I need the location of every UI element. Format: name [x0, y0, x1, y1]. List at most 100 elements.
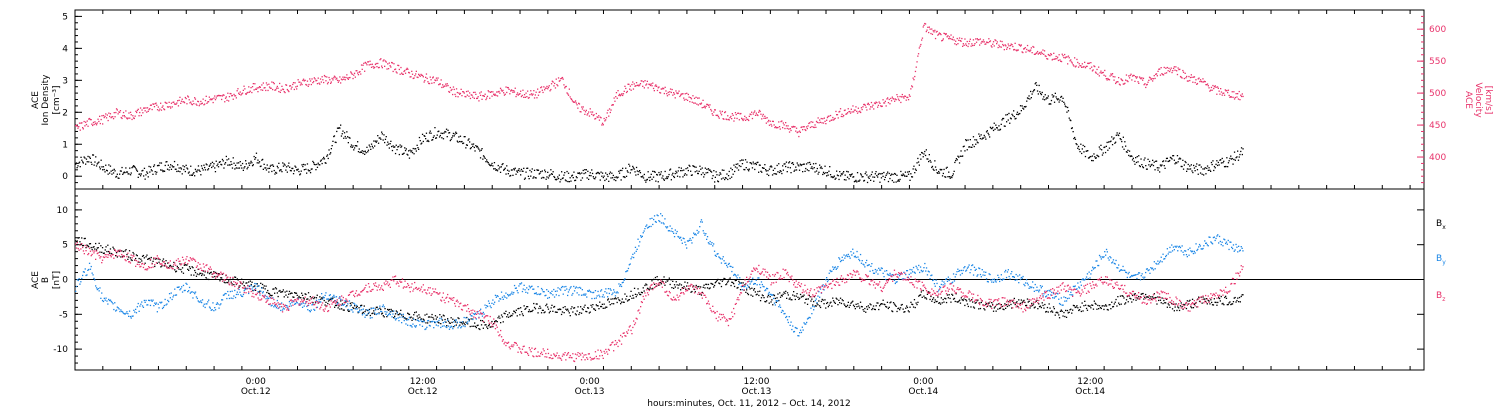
- data-point: [1240, 147, 1243, 149]
- data-point: [920, 43, 922, 46]
- data-point: [1087, 62, 1089, 64]
- data-point: [1031, 302, 1033, 305]
- data-point: [734, 117, 736, 119]
- data-point: [205, 277, 207, 279]
- data-point: [180, 268, 182, 271]
- data-point: [1146, 83, 1148, 86]
- data-point: [418, 74, 421, 76]
- data-point: [1223, 160, 1225, 162]
- data-point: [264, 167, 266, 169]
- data-point: [841, 299, 843, 301]
- data-point: [91, 248, 93, 251]
- data-point: [1064, 57, 1066, 59]
- data-point: [1132, 157, 1134, 159]
- data-point: [231, 283, 233, 285]
- data-point: [503, 312, 505, 314]
- data-point: [343, 137, 345, 139]
- data-point: [423, 135, 425, 137]
- data-point: [783, 163, 785, 165]
- data-point: [715, 281, 717, 283]
- data-point: [510, 90, 512, 92]
- data-point: [262, 89, 264, 91]
- data-point: [936, 300, 938, 303]
- data-point: [226, 99, 228, 101]
- data-point: [195, 103, 197, 105]
- data-point: [881, 303, 883, 305]
- data-point: [718, 174, 720, 176]
- data-point: [673, 176, 676, 179]
- data-point: [523, 167, 525, 169]
- data-point: [452, 328, 454, 330]
- data-point: [1144, 296, 1146, 298]
- data-point: [313, 80, 315, 83]
- data-point: [93, 164, 95, 166]
- data-point: [1193, 303, 1195, 306]
- data-point: [738, 119, 740, 121]
- data-point: [251, 288, 253, 290]
- data-point: [1098, 75, 1100, 77]
- data-point: [456, 321, 458, 323]
- data-point: [687, 93, 689, 96]
- data-point: [453, 88, 455, 91]
- data-point: [862, 176, 864, 178]
- data-point: [1233, 98, 1236, 100]
- data-point: [1045, 310, 1048, 313]
- data-point: [812, 126, 815, 128]
- data-point: [1126, 80, 1128, 82]
- data-point: [446, 325, 448, 327]
- data-point: [732, 173, 734, 175]
- data-point: [479, 92, 481, 94]
- data-point: [859, 110, 861, 112]
- data-point: [707, 103, 709, 106]
- data-point: [1014, 118, 1016, 120]
- data-point: [686, 99, 689, 101]
- data-point: [504, 313, 506, 315]
- data-point: [314, 164, 316, 166]
- data-point: [496, 295, 498, 297]
- data-point: [229, 164, 231, 166]
- data-point: [653, 170, 655, 173]
- data-point: [633, 287, 636, 289]
- data-point: [860, 111, 862, 114]
- data-point: [202, 305, 205, 307]
- data-point: [282, 165, 285, 167]
- data-point: [1051, 59, 1053, 61]
- data-point: [632, 88, 635, 90]
- data-point: [1119, 295, 1122, 297]
- data-point: [600, 305, 602, 308]
- data-point: [996, 127, 998, 129]
- data-point: [727, 115, 729, 117]
- data-point: [1222, 162, 1224, 164]
- data-point: [611, 303, 613, 305]
- data-point: [1038, 303, 1040, 305]
- data-point: [284, 164, 286, 166]
- data-point: [879, 305, 881, 307]
- data-point: [448, 90, 450, 93]
- data-point: [1104, 305, 1106, 307]
- data-point: [164, 164, 166, 167]
- data-point: [375, 141, 377, 143]
- data-point: [251, 281, 253, 283]
- data-point: [736, 287, 738, 289]
- data-point: [556, 178, 558, 180]
- data-point: [404, 69, 406, 72]
- data-point: [1081, 148, 1083, 150]
- data-point: [518, 307, 520, 310]
- data-point: [623, 176, 625, 178]
- data-point: [584, 172, 587, 174]
- data-point: [319, 78, 322, 80]
- data-point: [236, 278, 238, 280]
- data-point: [479, 328, 481, 331]
- data-point: [959, 40, 961, 42]
- data-point: [472, 318, 474, 321]
- data-point: [1051, 94, 1053, 96]
- data-point: [357, 151, 360, 153]
- data-point: [820, 117, 822, 120]
- data-point: [895, 181, 897, 183]
- data-point: [886, 98, 888, 100]
- data-point: [469, 141, 471, 143]
- data-point: [347, 142, 349, 144]
- data-point: [711, 177, 713, 180]
- data-point: [1077, 145, 1080, 148]
- data-point: [264, 288, 266, 290]
